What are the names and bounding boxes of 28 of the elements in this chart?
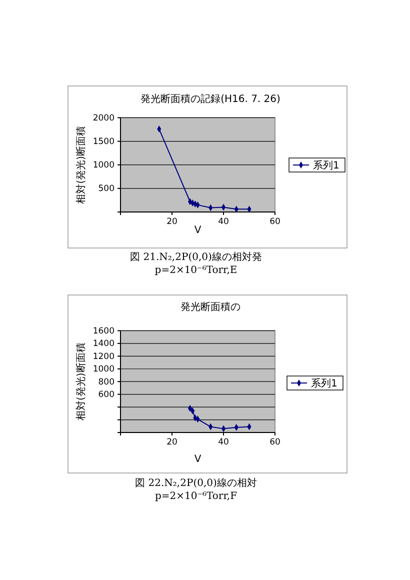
y-tick-label: 1600	[92, 326, 114, 336]
chart-title: 発光断面積の記録(H16. 7. 26)	[140, 93, 281, 105]
chart-title: 発光断面積の	[180, 301, 240, 313]
x-axis-title: V	[194, 225, 202, 236]
y-tick-label: 500	[98, 184, 114, 194]
x-tick-label: 20	[166, 217, 178, 228]
y-tick-label: 1500	[92, 136, 114, 147]
x-axis-title: V	[194, 454, 202, 465]
legend-label: 系列1	[313, 160, 340, 172]
text: p=2×10⁻⁶Torr,E	[154, 265, 238, 276]
x-tick-label: 40	[218, 438, 229, 448]
y-tick-label: 2000	[92, 113, 114, 124]
x-tick-label: 20	[166, 438, 178, 448]
caption: 図 21.N₂,2P(0,0)線の相対発	[130, 251, 262, 263]
x-tick-label: 60	[270, 438, 280, 448]
y-axis-title: 相対(発光)断面積	[75, 126, 87, 204]
y-tick-label: 1000	[92, 364, 114, 375]
y-tick-label: 1000	[92, 160, 114, 171]
y-tick-label: 800	[98, 377, 114, 388]
y-axis-title: 相対(発光)断面積	[75, 342, 87, 421]
x-tick-label: 40	[218, 217, 229, 228]
caption: 図 22.N₂,2P(0,0)線の相対	[135, 477, 257, 489]
text: p=2×10⁻⁶Torr,F	[154, 491, 238, 502]
y-tick-label: 1400	[92, 339, 114, 350]
y-tick-label: 1200	[92, 352, 114, 362]
legend-label: 系列1	[311, 378, 338, 390]
x-tick-label: 60	[270, 217, 280, 228]
y-tick-label: 600	[98, 390, 114, 400]
